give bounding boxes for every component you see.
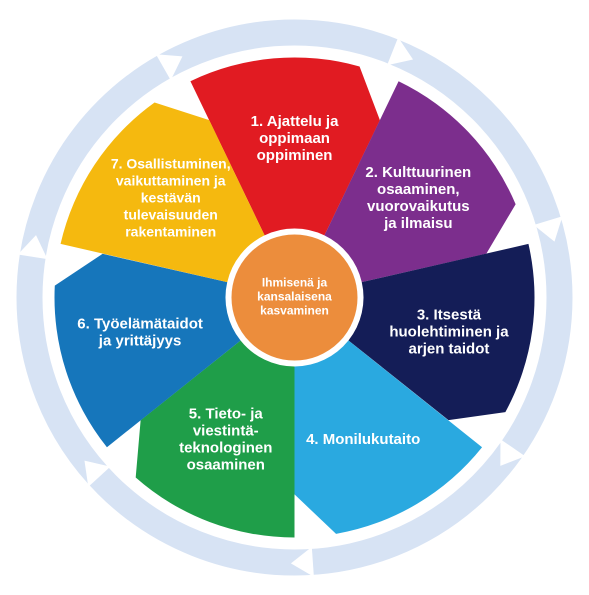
segment-4-label: 4. Monilukutaito bbox=[306, 431, 420, 448]
segment-1-label: 1. Ajattelu jaoppimaanoppiminen bbox=[251, 113, 339, 164]
center-circle: Ihmisenä jakansalaisenakasvaminen bbox=[230, 233, 360, 363]
competence-wheel-diagram: 1. Ajattelu jaoppimaanoppiminen2. Kulttu… bbox=[0, 0, 589, 595]
center-label: Ihmisenä jakansalaisenakasvaminen bbox=[257, 276, 332, 318]
segment-5-label: 5. Tieto- javiestintä-teknologinenosaami… bbox=[179, 406, 272, 474]
